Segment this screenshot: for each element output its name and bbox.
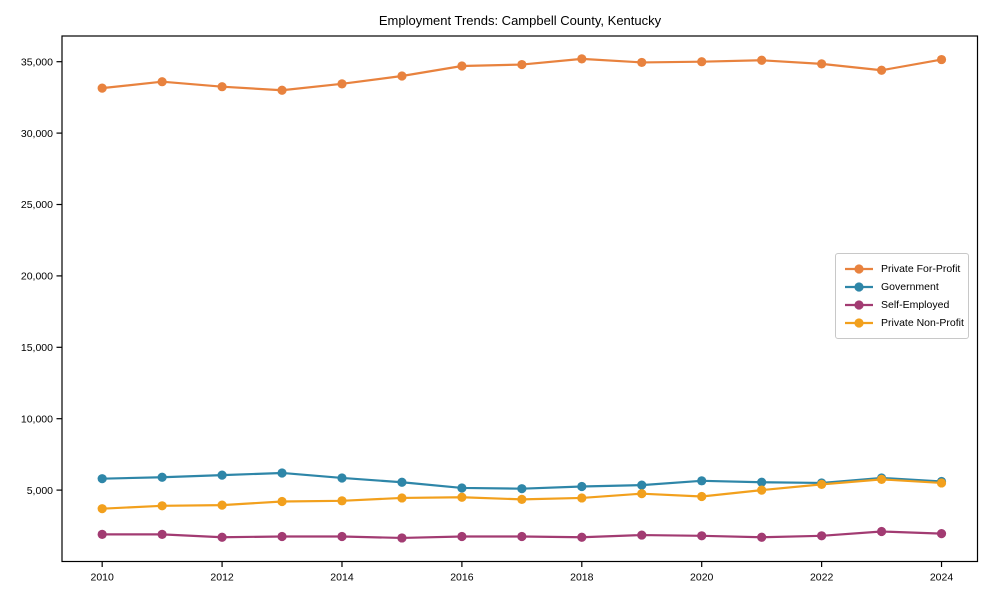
data-point: [397, 493, 407, 503]
y-tick-label: 5,000: [27, 485, 53, 497]
data-point: [697, 476, 707, 486]
data-point: [876, 65, 887, 75]
data-point: [697, 531, 707, 541]
legend-item: Private For-Profit: [844, 260, 960, 278]
legend-item: Self-Employed: [844, 296, 960, 314]
data-point: [577, 532, 587, 542]
data-point: [157, 529, 167, 539]
legend-label: Government: [881, 281, 939, 293]
y-tick-label: 25,000: [21, 199, 53, 211]
data-point: [637, 489, 647, 499]
data-point: [757, 55, 767, 65]
data-point: [217, 470, 227, 480]
data-point: [157, 77, 167, 87]
x-tick-label: 2016: [450, 572, 474, 584]
legend-marker: [845, 282, 873, 292]
y-tick-label: 20,000: [21, 271, 53, 283]
data-point: [97, 83, 107, 93]
data-point: [517, 494, 527, 504]
data-point: [577, 54, 587, 64]
data-point: [517, 59, 527, 70]
legend: Private For-Profit Government Self-Employe…: [835, 253, 969, 339]
x-tick-label: 2010: [90, 572, 114, 584]
legend-marker: [845, 300, 873, 310]
y-tick-label: 10,000: [21, 413, 53, 425]
legend-item: Government: [844, 278, 960, 296]
data-point: [757, 485, 767, 495]
data-point: [217, 500, 227, 510]
data-point: [337, 531, 347, 542]
y-tick-label: 15,000: [21, 342, 53, 354]
chart-title: Employment Trends: Campbell County, Kent…: [378, 13, 662, 28]
legend-label: Private Non-Profit: [881, 317, 964, 329]
data-point: [457, 492, 467, 502]
data-point: [876, 474, 887, 484]
data-point: [637, 530, 647, 540]
y-tick-label: 35,000: [21, 56, 53, 68]
x-tick-label: 2024: [930, 572, 954, 584]
data-point: [936, 54, 947, 65]
data-point: [457, 483, 467, 493]
legend-label: Self-Employed: [881, 299, 950, 311]
data-point: [337, 496, 347, 506]
x-tick-label: 2018: [570, 572, 594, 584]
legend-marker: [845, 264, 873, 274]
data-point: [457, 61, 467, 71]
data-point: [397, 71, 407, 81]
data-point: [277, 531, 287, 542]
data-point: [697, 57, 707, 67]
data-point: [97, 504, 107, 514]
data-point: [577, 493, 587, 503]
data-point: [217, 532, 227, 542]
x-tick-label: 2022: [810, 572, 834, 584]
legend-marker: [845, 318, 873, 328]
data-point: [277, 496, 287, 507]
data-point: [397, 533, 407, 543]
plot-border: [61, 35, 979, 563]
legend-label: Private For-Profit: [881, 263, 961, 275]
data-point: [277, 85, 287, 95]
data-point: [337, 79, 347, 89]
data-point: [97, 529, 107, 539]
data-point: [637, 480, 647, 490]
data-point: [97, 474, 107, 484]
legend-item: Private Non-Profit: [844, 314, 964, 332]
data-point: [936, 529, 947, 539]
data-point: [517, 484, 527, 494]
data-point: [577, 481, 587, 492]
data-point: [817, 59, 827, 69]
data-point: [936, 478, 947, 488]
data-point: [337, 473, 347, 483]
data-point: [817, 531, 827, 541]
data-point: [876, 526, 887, 537]
data-point: [277, 468, 287, 478]
x-tick-label: 2014: [330, 572, 354, 584]
data-point: [637, 57, 647, 68]
data-point: [157, 501, 167, 511]
data-point: [817, 479, 827, 489]
data-point: [517, 531, 527, 542]
x-tick-label: 2020: [690, 572, 714, 584]
data-point: [757, 477, 767, 487]
y-tick-label: 30,000: [21, 128, 53, 140]
data-point: [397, 477, 407, 487]
data-point: [157, 472, 167, 482]
data-point: [697, 491, 707, 502]
data-point: [757, 532, 767, 542]
data-point: [457, 531, 467, 542]
data-point: [217, 82, 227, 92]
x-tick-label: 2012: [210, 572, 234, 584]
